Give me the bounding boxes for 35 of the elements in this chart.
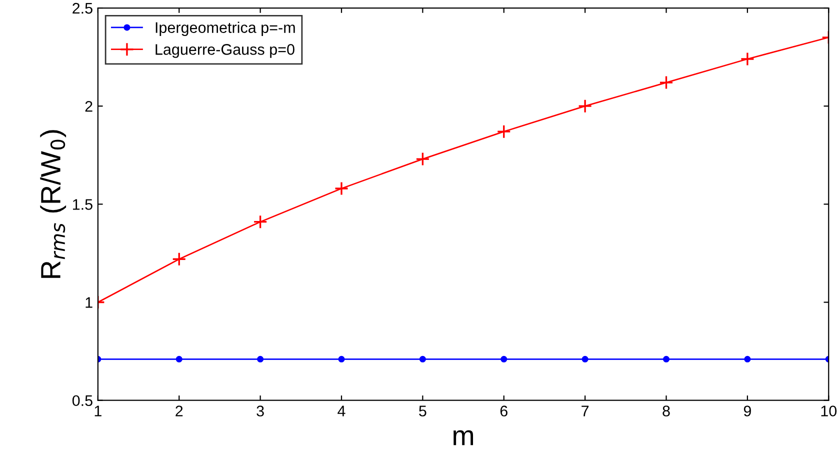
point bbox=[662, 356, 670, 362]
x-tick-label: 7 bbox=[582, 406, 589, 416]
x-tick-label: 1 bbox=[94, 406, 102, 416]
x-tick-label: 6 bbox=[500, 406, 508, 416]
y-tick-label: 2.5 bbox=[72, 2, 92, 14]
point bbox=[172, 252, 186, 266]
legend-label: Laguerre-Gauss p=0 bbox=[156, 44, 294, 58]
point bbox=[659, 75, 674, 90]
point bbox=[253, 214, 268, 229]
x-tick-label: 3 bbox=[256, 406, 264, 416]
point bbox=[176, 356, 182, 362]
x-tick-label: 8 bbox=[662, 406, 670, 416]
y-tick-label: 0.5 bbox=[72, 395, 92, 406]
x-axis-title: m bbox=[454, 430, 474, 446]
point bbox=[578, 99, 592, 114]
y-tick-label: 2 bbox=[85, 100, 92, 112]
point bbox=[338, 356, 345, 362]
point bbox=[419, 356, 426, 362]
point bbox=[740, 52, 755, 66]
point bbox=[416, 152, 430, 166]
x-tick-label: 2 bbox=[176, 406, 183, 416]
point bbox=[496, 124, 511, 139]
point bbox=[500, 356, 508, 362]
y-axis-title: R$_{rms}$ (R/W$_{0}$) bbox=[40, 130, 66, 278]
point bbox=[582, 356, 588, 362]
point bbox=[257, 356, 264, 362]
x-tick-label: 4 bbox=[338, 406, 346, 416]
point bbox=[334, 181, 349, 196]
y-tick-label: 1.5 bbox=[72, 199, 92, 210]
x-tick-label: 9 bbox=[744, 406, 751, 416]
point bbox=[744, 356, 751, 362]
x-tick-label: 10 bbox=[821, 406, 837, 416]
y-tick-label: 1 bbox=[86, 297, 92, 308]
legend-label: Ipergeometrica p=-m bbox=[156, 22, 295, 36]
x-tick-label: 5 bbox=[419, 406, 426, 416]
